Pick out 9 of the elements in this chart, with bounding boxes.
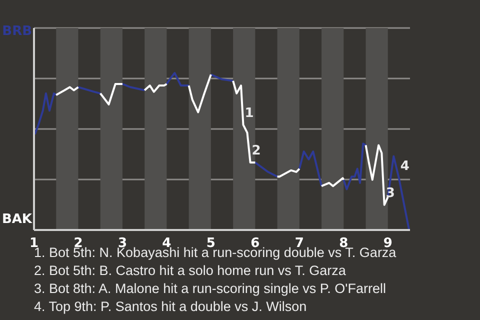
annotation: 2: [252, 143, 261, 158]
x-tick-label: 8: [339, 236, 348, 252]
text: 2. Bot 5th: B. Castro hit a solo home run vs T. Garza: [34, 262, 347, 280]
text: 3. Bot 8th: A. Malone hit a run-scoring single vs P. O'Farrell: [34, 280, 387, 298]
annotation: 1: [244, 106, 254, 121]
text: BRB: [2, 24, 32, 39]
text: BAK: [2, 212, 32, 227]
text: 4. Top 9th: P. Santos hit a double vs J. Wilson: [34, 298, 308, 316]
annotation: 4: [400, 159, 410, 174]
